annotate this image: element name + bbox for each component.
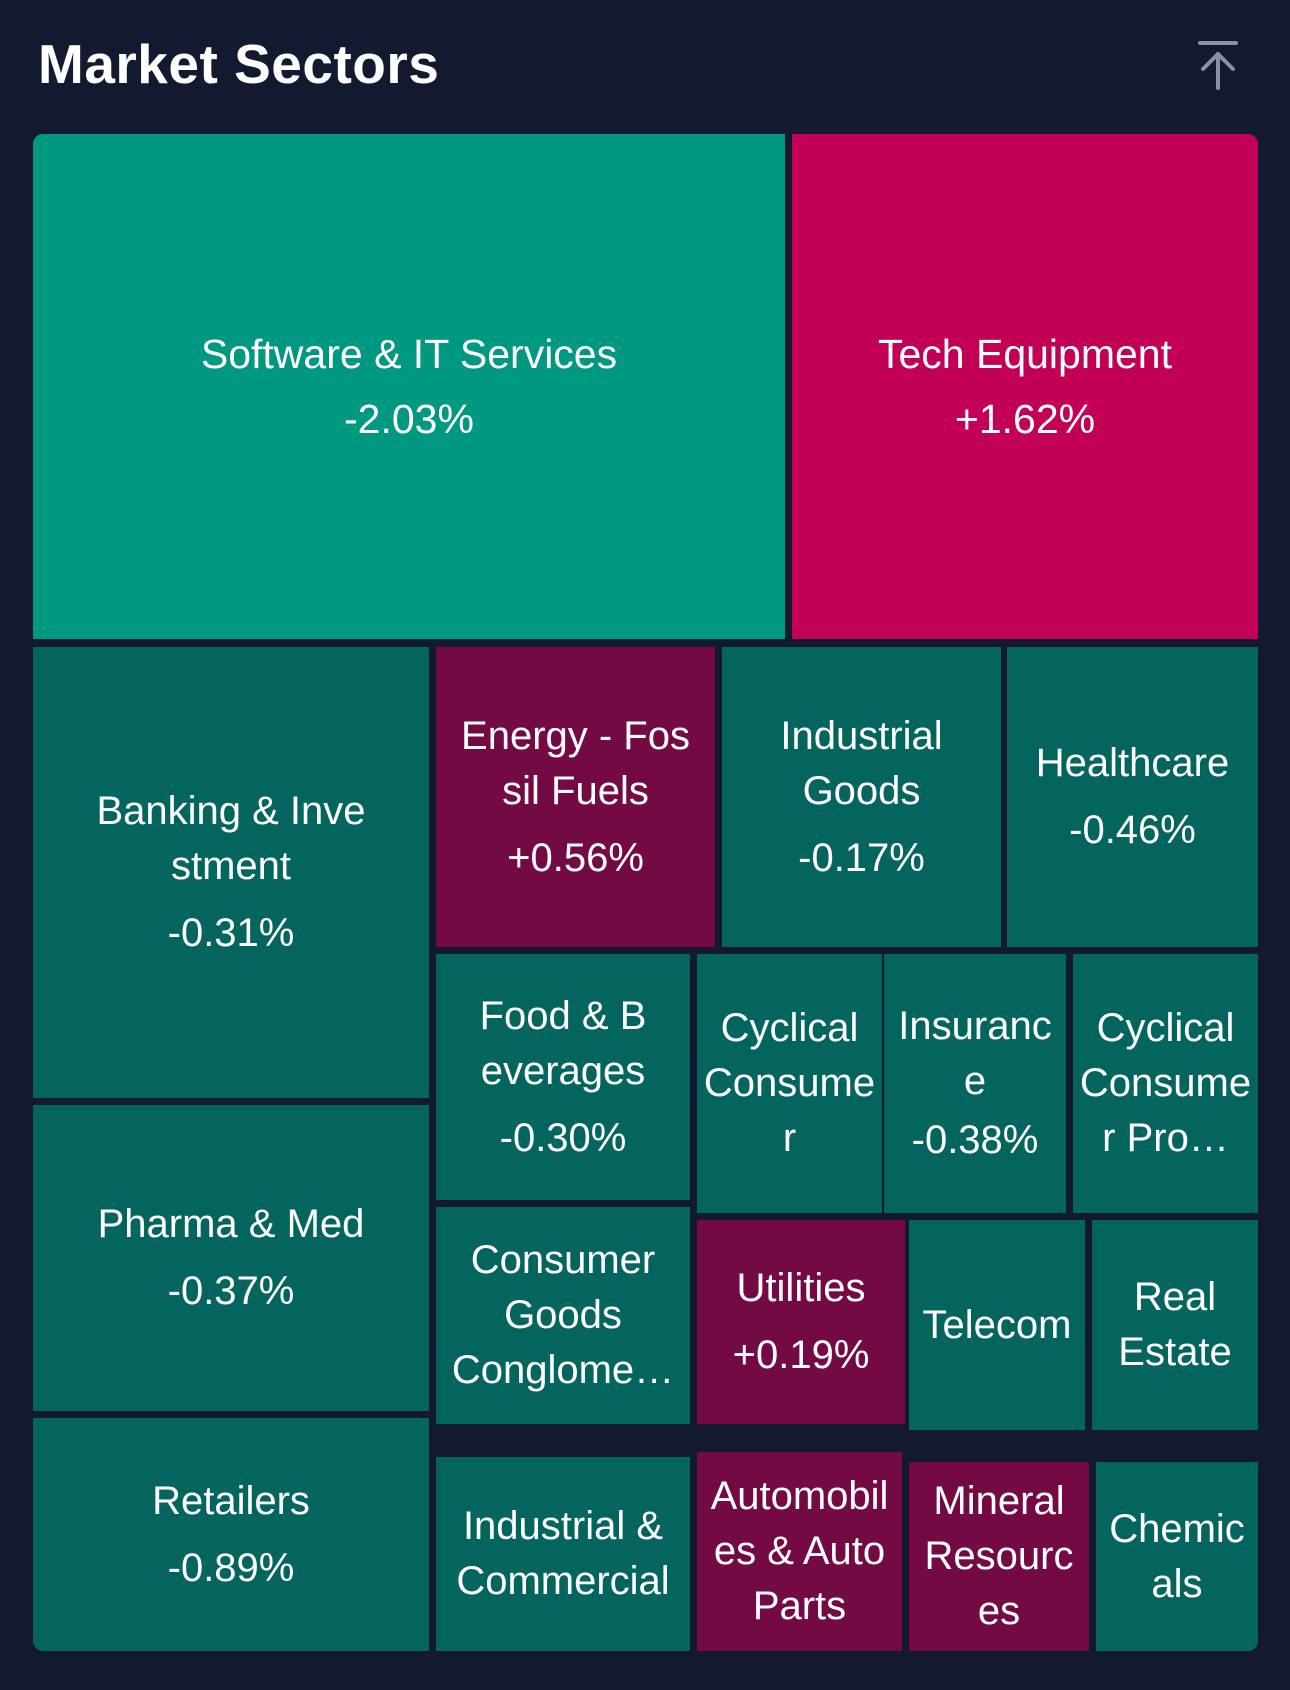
- sector-tile-mineral-resources[interactable]: Mineral Resources: [909, 1462, 1089, 1651]
- sector-name: Energy - Fossil Fuels: [461, 713, 690, 813]
- sector-change: -0.31%: [167, 911, 295, 955]
- sector-change: +1.62%: [954, 395, 1096, 442]
- sector-treemap: Software & IT Services -2.03% Tech Equip…: [33, 134, 1258, 1651]
- sector-name: Banking & Investment: [96, 789, 366, 888]
- sector-tile-banking[interactable]: Banking & Investment -0.31%: [33, 647, 429, 1098]
- sector-name: Telecom: [922, 1302, 1072, 1347]
- sector-name: Cyclical Consumer Pro…: [1079, 1006, 1252, 1160]
- sector-change: -0.17%: [798, 835, 925, 880]
- sector-change: -0.37%: [167, 1269, 295, 1313]
- sector-tile-telecom[interactable]: Telecom: [909, 1220, 1085, 1430]
- sector-tile-food-beverages[interactable]: Food & Beverages -0.30%: [436, 954, 690, 1200]
- collapse-button[interactable]: [1194, 38, 1242, 94]
- sector-tile-software[interactable]: Software & IT Services -2.03%: [33, 134, 785, 639]
- sector-name: Real Estate: [1118, 1275, 1232, 1374]
- sector-tile-industrial-goods[interactable]: Industrial Goods -0.17%: [722, 647, 1001, 947]
- sector-name: Mineral Resources: [924, 1479, 1074, 1633]
- sector-name: Software & IT Services: [200, 330, 618, 377]
- sector-change: -0.30%: [499, 1115, 627, 1160]
- sector-name: Retailers: [152, 1478, 310, 1523]
- sector-change: -0.38%: [911, 1118, 1039, 1162]
- sector-name: Food & Beverages: [479, 993, 647, 1093]
- sector-tile-retailers[interactable]: Retailers -0.89%: [33, 1418, 429, 1651]
- sector-tile-industrial-commercial[interactable]: Industrial & Commercial: [436, 1457, 690, 1651]
- sector-name: Healthcare: [1035, 741, 1230, 785]
- sector-name: Automobiles & Auto Parts: [710, 1474, 889, 1628]
- sector-tile-energy[interactable]: Energy - Fossil Fuels +0.56%: [436, 647, 715, 947]
- sector-tile-pharma[interactable]: Pharma & Med -0.37%: [33, 1105, 429, 1411]
- sector-name: Industrial Goods: [780, 713, 943, 813]
- sector-name: Pharma & Med: [97, 1202, 365, 1246]
- sector-change: +0.56%: [507, 835, 644, 880]
- sector-tile-cyclical-consumer[interactable]: Cyclical Consumer: [697, 954, 882, 1213]
- sector-name: Insurance: [898, 1004, 1052, 1103]
- page-title: Market Sectors: [38, 33, 440, 95]
- sector-tile-utilities[interactable]: Utilities +0.19%: [697, 1220, 905, 1424]
- sector-name: Consumer Goods Conglome…: [451, 1238, 675, 1392]
- sector-change: -0.46%: [1069, 808, 1196, 852]
- sector-name: Cyclical Consumer: [703, 1006, 876, 1160]
- sector-tile-real-estate[interactable]: Real Estate: [1092, 1220, 1258, 1430]
- sector-name: Tech Equipment: [877, 330, 1172, 377]
- sector-tile-automobiles[interactable]: Automobiles & Auto Parts: [697, 1452, 902, 1651]
- sector-tile-healthcare[interactable]: Healthcare -0.46%: [1007, 647, 1258, 947]
- sector-tile-consumer-goods-conglomerates[interactable]: Consumer Goods Conglome…: [436, 1207, 690, 1424]
- sector-tile-insurance[interactable]: Insurance -0.38%: [884, 954, 1066, 1213]
- sector-tile-cyclical-consumer-products[interactable]: Cyclical Consumer Pro…: [1073, 954, 1258, 1213]
- arrow-up-to-line-icon: [1198, 41, 1238, 90]
- sector-tile-chemicals[interactable]: Chemicals: [1096, 1462, 1258, 1651]
- sector-change: +0.19%: [732, 1333, 870, 1377]
- sector-name: Industrial & Commercial: [456, 1504, 670, 1603]
- sector-name: Chemicals: [1109, 1506, 1245, 1606]
- sector-change: -2.03%: [344, 395, 474, 442]
- sector-change: -0.89%: [167, 1545, 295, 1590]
- sector-name: Utilities: [736, 1266, 866, 1310]
- sector-tile-tech-equipment[interactable]: Tech Equipment +1.62%: [792, 134, 1258, 639]
